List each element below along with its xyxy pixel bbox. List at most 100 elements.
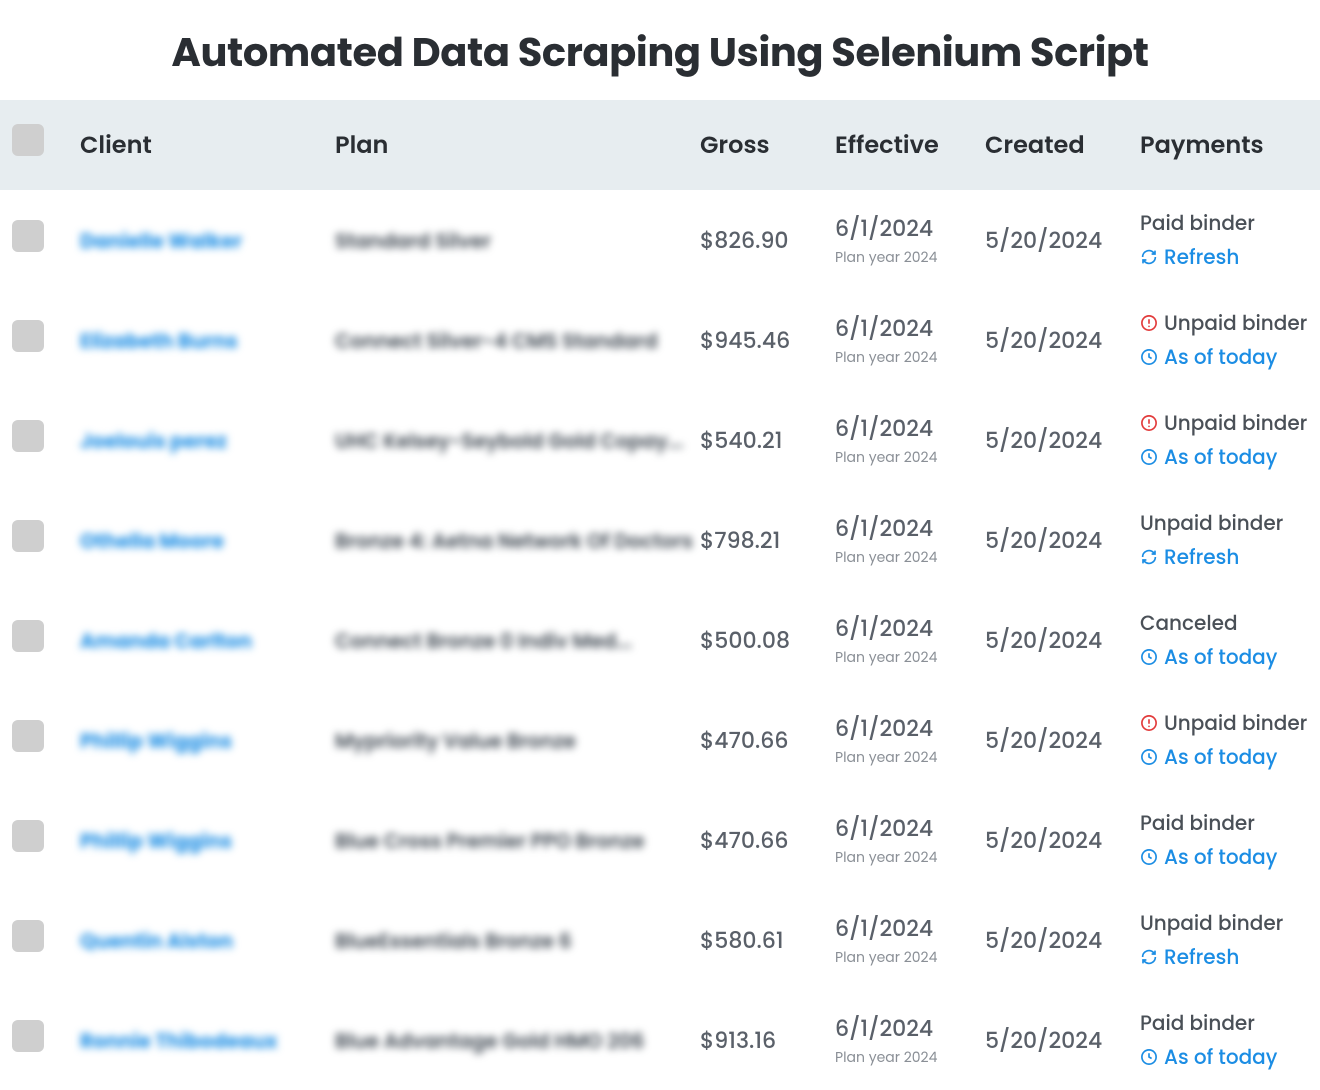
client-link[interactable]: Quentin Alston [80, 927, 233, 955]
client-link[interactable]: Danielle Walker [80, 227, 242, 255]
column-header-client[interactable]: Client [80, 128, 335, 163]
clock-icon [1140, 1048, 1158, 1066]
page-title: Automated Data Scraping Using Selenium S… [0, 0, 1320, 100]
client-link[interactable]: Elizabeth Burns [80, 327, 238, 355]
effective-cell: 6/1/2024Plan year 2024 [835, 812, 985, 868]
effective-date: 6/1/2024 [835, 412, 985, 445]
refresh-action[interactable]: Refresh [1140, 942, 1320, 972]
effective-date: 6/1/2024 [835, 312, 985, 345]
as-of-today-action[interactable]: As of today [1140, 1042, 1320, 1072]
effective-cell: 6/1/2024Plan year 2024 [835, 312, 985, 368]
payment-status: Paid binder [1140, 1008, 1320, 1038]
client-link[interactable]: Othella Moore [80, 527, 224, 555]
created-cell: 5/20/2024 [985, 1024, 1140, 1057]
alert-icon [1140, 414, 1158, 432]
payment-status-text: Unpaid binder [1140, 508, 1283, 538]
created-cell: 5/20/2024 [985, 324, 1140, 357]
effective-plan-year: Plan year 2024 [835, 647, 985, 668]
effective-cell: 6/1/2024Plan year 2024 [835, 712, 985, 768]
as-of-today-action[interactable]: As of today [1140, 442, 1320, 472]
as-of-today-action[interactable]: As of today [1140, 742, 1320, 772]
refresh-icon [1140, 948, 1158, 966]
as-of-today-label: As of today [1164, 742, 1277, 772]
row-checkbox[interactable] [12, 920, 44, 952]
payment-status-text: Paid binder [1140, 208, 1255, 238]
row-checkbox[interactable] [12, 320, 44, 352]
created-cell: 5/20/2024 [985, 224, 1140, 257]
as-of-today-label: As of today [1164, 342, 1277, 372]
effective-cell: 6/1/2024Plan year 2024 [835, 412, 985, 468]
row-checkbox[interactable] [12, 520, 44, 552]
plan-name: Bronze 4: Aetna Network Of Doctors [335, 527, 693, 555]
select-all-checkbox[interactable] [12, 124, 44, 156]
plan-name: Blue Cross Premier PPO Bronze [335, 827, 644, 855]
refresh-action[interactable]: Refresh [1140, 542, 1320, 572]
column-header-plan[interactable]: Plan [335, 128, 700, 163]
effective-cell: 6/1/2024Plan year 2024 [835, 612, 985, 668]
effective-plan-year: Plan year 2024 [835, 1047, 985, 1068]
effective-plan-year: Plan year 2024 [835, 847, 985, 868]
clock-icon [1140, 848, 1158, 866]
effective-date: 6/1/2024 [835, 812, 985, 845]
column-header-payments[interactable]: Payments [1140, 128, 1320, 163]
as-of-today-action[interactable]: As of today [1140, 642, 1320, 672]
table-row: Othella Moore Bronze 4: Aetna Network Of … [0, 490, 1320, 590]
row-checkbox[interactable] [12, 420, 44, 452]
effective-cell: 6/1/2024Plan year 2024 [835, 912, 985, 968]
payments-cell: Unpaid binderAs of today [1140, 408, 1320, 472]
plan-name: Connect Bronze 0 Indiv Med... [335, 627, 632, 655]
created-cell: 5/20/2024 [985, 624, 1140, 657]
effective-plan-year: Plan year 2024 [835, 347, 985, 368]
refresh-label: Refresh [1164, 242, 1239, 272]
row-checkbox[interactable] [12, 820, 44, 852]
as-of-today-label: As of today [1164, 442, 1277, 472]
created-cell: 5/20/2024 [985, 424, 1140, 457]
created-cell: 5/20/2024 [985, 724, 1140, 757]
alert-icon [1140, 314, 1158, 332]
plan-name: Standard Silver [335, 227, 491, 255]
as-of-today-action[interactable]: As of today [1140, 342, 1320, 372]
gross-cell: $798.21 [700, 524, 835, 557]
refresh-action[interactable]: Refresh [1140, 242, 1320, 272]
client-link[interactable]: Amanda Carlton [80, 627, 252, 655]
effective-plan-year: Plan year 2024 [835, 547, 985, 568]
client-cell: Joelouis perez [80, 424, 335, 457]
row-checkbox[interactable] [12, 720, 44, 752]
created-cell: 5/20/2024 [985, 924, 1140, 957]
payments-cell: CanceledAs of today [1140, 608, 1320, 672]
table-row: Phillip Wiggins Blue Cross Premier PPO Br… [0, 790, 1320, 890]
client-cell: Elizabeth Burns [80, 324, 335, 357]
payments-cell: Paid binder As of today [1140, 1008, 1320, 1072]
row-checkbox[interactable] [12, 620, 44, 652]
plan-name: Mypriority Value Bronze [335, 727, 576, 755]
client-link[interactable]: Phillip Wiggins [80, 827, 232, 855]
payments-cell: Unpaid binderAs of today [1140, 308, 1320, 372]
plan-cell: Standard Silver [335, 224, 700, 257]
effective-plan-year: Plan year 2024 [835, 247, 985, 268]
effective-plan-year: Plan year 2024 [835, 447, 985, 468]
row-checkbox-cell [0, 520, 80, 561]
table-row: Danielle WalkerStandard Silver$826.906/1… [0, 190, 1320, 290]
payments-cell: Unpaid binder As of today [1140, 708, 1320, 772]
client-link[interactable]: Joelouis perez [80, 427, 227, 455]
payments-cell: Paid binderAs of today [1140, 808, 1320, 872]
row-checkbox[interactable] [12, 1020, 44, 1052]
column-header-created[interactable]: Created [985, 128, 1140, 163]
payment-status-text: Unpaid binder [1164, 708, 1307, 738]
effective-plan-year: Plan year 2024 [835, 947, 985, 968]
plan-cell: BlueEssentials Bronze 6 [335, 924, 700, 957]
client-link[interactable]: Ronnie Thibodeaux [80, 1027, 277, 1055]
client-cell: Othella Moore [80, 524, 335, 557]
effective-date: 6/1/2024 [835, 212, 985, 245]
payments-cell: Paid binder Refresh [1140, 208, 1320, 272]
column-header-gross[interactable]: Gross [700, 128, 835, 163]
payment-status: Unpaid binder [1140, 508, 1320, 538]
client-link[interactable]: Phillip Wiggins [80, 727, 232, 755]
effective-date: 6/1/2024 [835, 612, 985, 645]
as-of-today-action[interactable]: As of today [1140, 842, 1320, 872]
column-header-effective[interactable]: Effective [835, 128, 985, 163]
row-checkbox[interactable] [12, 220, 44, 252]
payment-status-text: Paid binder [1140, 1008, 1255, 1038]
client-cell: Phillip Wiggins [80, 824, 335, 857]
row-checkbox-cell [0, 320, 80, 361]
